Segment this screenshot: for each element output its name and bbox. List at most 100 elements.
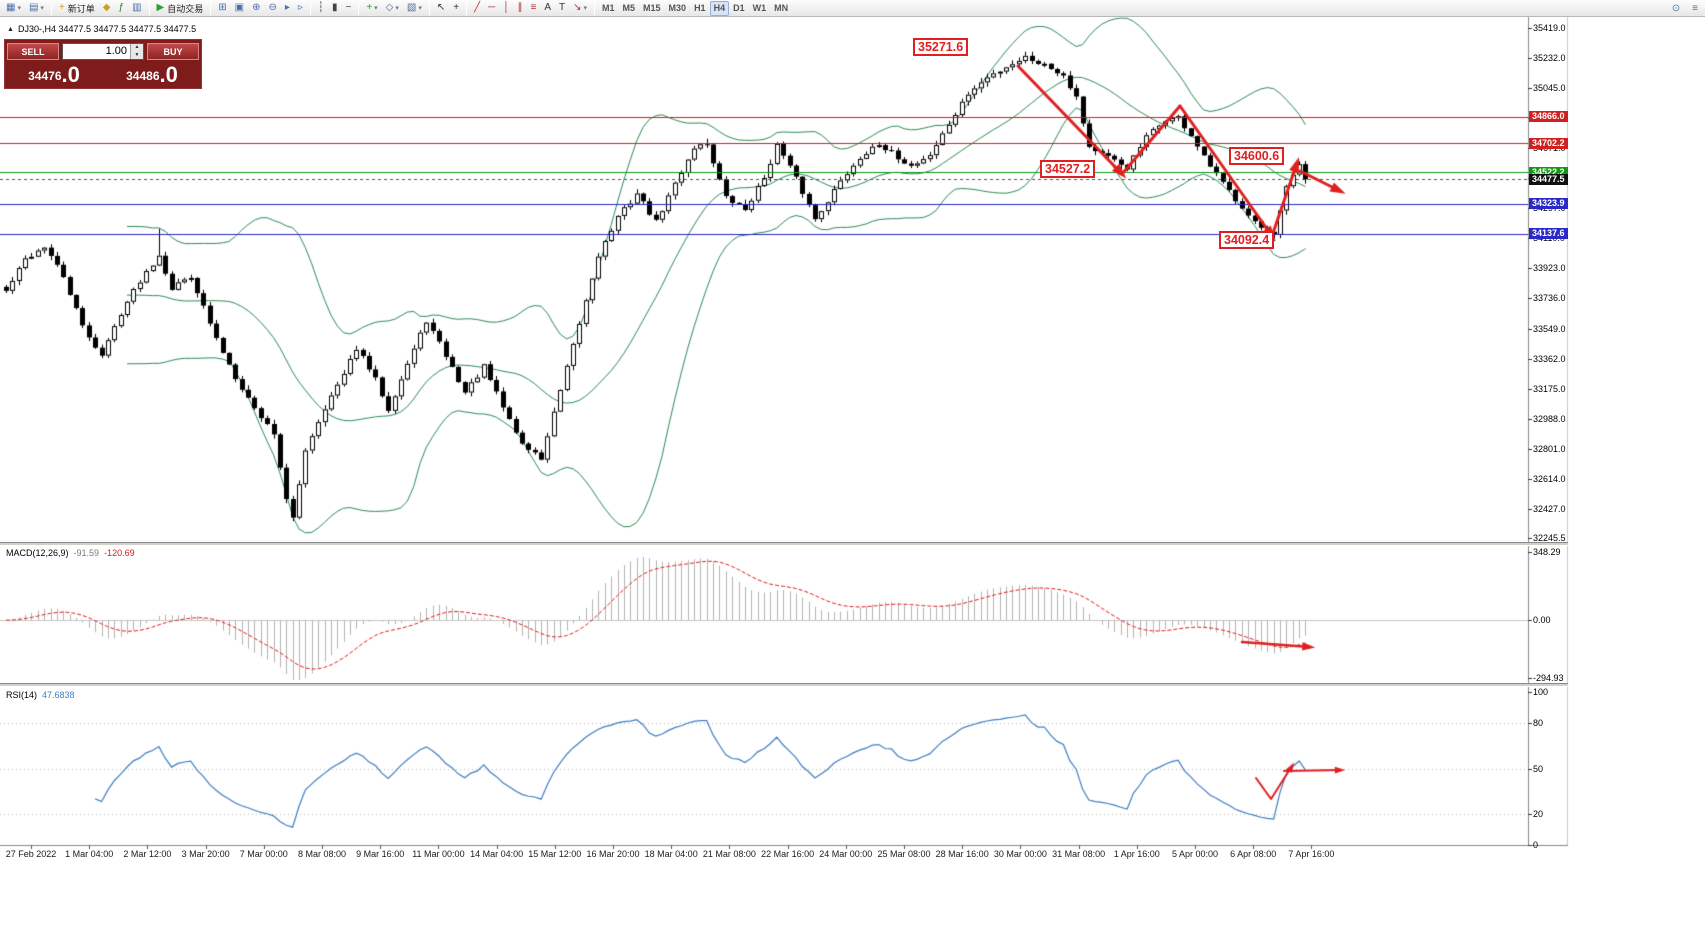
buy-price-button[interactable]: 34486.0 xyxy=(103,61,201,87)
panel-separator-macd[interactable] xyxy=(0,542,1568,546)
timeframe-m5[interactable]: M5 xyxy=(619,1,640,16)
tile-windows-icon-glyph: ⊞ xyxy=(218,2,227,13)
time-axis-label: 18 Mar 04:00 xyxy=(644,849,698,859)
price-level-label[interactable]: 34866.0 xyxy=(1529,111,1568,123)
zoom-in-icon-glyph: ⊕ xyxy=(252,2,261,13)
autotrading-button[interactable]: ▶ 自动交易 xyxy=(153,1,208,16)
periods-icon[interactable]: ◇ ▾ xyxy=(382,1,403,16)
templates-icon[interactable]: ▧ ▾ xyxy=(403,1,426,16)
zoom-out-icon-glyph: ⊖ xyxy=(268,2,277,13)
toolbar-separator xyxy=(309,1,311,15)
new-order-button[interactable]: + 新订单 xyxy=(55,1,99,16)
volume-up-icon[interactable]: ▲ xyxy=(131,44,143,52)
price-callout[interactable]: 34600.6 xyxy=(1229,147,1285,165)
timeframe-d1[interactable]: D1 xyxy=(729,1,749,16)
price-level-label[interactable]: 34522.2 xyxy=(1529,166,1568,178)
time-axis-label: 30 Mar 00:00 xyxy=(993,849,1047,859)
zoom-out-icon[interactable]: ⊖ xyxy=(264,1,280,16)
metaeditor-icon[interactable]: ◆ xyxy=(99,1,115,16)
time-axis-label: 8 Mar 08:00 xyxy=(297,849,347,859)
help-icon[interactable]: ≡ xyxy=(1688,1,1702,16)
timeframe-m15[interactable]: M15 xyxy=(639,1,665,16)
timeframe-h4[interactable]: H4 xyxy=(709,0,730,16)
channel-icon[interactable]: ∥ xyxy=(513,1,526,16)
buy-button[interactable]: BUY xyxy=(147,43,199,60)
arrows-icon[interactable]: ↘ ▾ xyxy=(569,1,591,16)
trendline-icon-glyph: ╱ xyxy=(474,2,481,13)
trendline-icon[interactable]: ╱ xyxy=(470,1,484,16)
horizontal-line-icon[interactable]: ─ xyxy=(484,1,499,16)
indicators-icon[interactable]: + ▾ xyxy=(362,1,381,16)
time-axis-label: 25 Mar 08:00 xyxy=(877,849,931,859)
price-level-label[interactable]: 34702.2 xyxy=(1529,137,1568,149)
time-axis-label: 31 Mar 08:00 xyxy=(1052,849,1106,859)
expert-advisors-icon[interactable]: ƒ xyxy=(115,1,129,16)
terminal-icon-glyph: ▥ xyxy=(132,2,142,13)
volume-input[interactable]: 1.00 xyxy=(105,45,127,57)
toolbar-right: ⊙ ≡ xyxy=(1668,1,1702,16)
last-price-label: 34477.5 xyxy=(1529,173,1568,185)
new-chart-icon[interactable]: ▦ ▾ xyxy=(2,1,25,16)
price-tick-label: 32988.0 xyxy=(1533,413,1566,424)
sell-price-button[interactable]: 34476.0 xyxy=(5,61,103,87)
rsi-axis-label: 100 xyxy=(1533,687,1549,697)
time-axis-label: 16 Mar 20:00 xyxy=(586,849,640,859)
help-icon-glyph: ≡ xyxy=(1692,2,1698,14)
terminal-icon[interactable]: ▥ xyxy=(128,1,145,16)
trade-panel-top-row: SELL 1.00 ▲ ▼ BUY xyxy=(5,40,201,61)
price-callout[interactable]: 34092.4 xyxy=(1219,231,1275,249)
search-icon[interactable]: ⊙ xyxy=(1668,1,1684,16)
time-axis-label: 11 Mar 00:00 xyxy=(412,849,465,859)
volume-stepper[interactable]: ▲ ▼ xyxy=(130,44,143,59)
profiles-icon-glyph: ▤ xyxy=(28,2,39,13)
vertical-line-icon[interactable]: │ xyxy=(499,1,513,16)
cascade-windows-icon[interactable]: ▣ xyxy=(231,1,248,16)
chevron-down-icon: ▾ xyxy=(17,5,21,12)
rsi-axis-label: 80 xyxy=(1533,717,1544,728)
rsi-value: 47.6838 xyxy=(42,690,75,700)
chevron-down-icon: ▾ xyxy=(583,5,587,12)
price-callout[interactable]: 35271.6 xyxy=(913,38,969,56)
tile-windows-icon[interactable]: ⊞ xyxy=(214,1,230,16)
candlestick-chart-icon[interactable]: ▮ xyxy=(328,1,342,16)
templates-icon-glyph: ▧ xyxy=(406,2,417,13)
price-level-label[interactable]: 34323.9 xyxy=(1529,198,1568,210)
text-icon-glyph: A xyxy=(544,2,551,13)
bar-chart-icon[interactable]: ┆ xyxy=(314,1,328,16)
timeframe-h1-label: H1 xyxy=(694,3,706,13)
line-chart-icon[interactable]: ~ xyxy=(341,1,355,16)
trade-panel-prices-row: 34476.0 34486.0 xyxy=(5,61,201,87)
macd-header: MACD(12,26,9) -91.59 -120.69 xyxy=(6,548,135,558)
zoom-in-icon[interactable]: ⊕ xyxy=(248,1,264,16)
fibonacci-icon[interactable]: ≡ xyxy=(526,1,540,16)
timeframe-mn[interactable]: MN xyxy=(770,1,792,16)
rsi-axis-label: 0 xyxy=(1533,840,1539,850)
one-click-collapse-icon[interactable]: ▲ xyxy=(7,26,14,33)
timeframe-m30[interactable]: M30 xyxy=(665,1,691,16)
chart-shift-icon[interactable]: ▹ xyxy=(294,1,307,16)
profiles-icon[interactable]: ▤ ▾ xyxy=(25,1,48,16)
timeframe-w1[interactable]: W1 xyxy=(749,1,771,16)
fibonacci-icon-glyph: ≡ xyxy=(530,2,537,13)
price-level-label[interactable]: 34137.6 xyxy=(1529,228,1568,240)
chart-shift-icon-glyph: ▹ xyxy=(297,2,303,13)
sell-button[interactable]: SELL xyxy=(7,43,59,60)
text-icon[interactable]: A xyxy=(540,1,555,16)
auto-scroll-icon[interactable]: ▸ xyxy=(281,1,294,16)
time-axis-label: 24 Mar 00:00 xyxy=(819,849,873,859)
time-axis-label: 1 Apr 16:00 xyxy=(1113,849,1160,859)
volume-down-icon[interactable]: ▼ xyxy=(131,51,143,59)
toolbar-separator xyxy=(210,1,212,15)
new-chart-icon-glyph: ▦ xyxy=(6,2,16,13)
rsi-header: RSI(14) 47.6838 xyxy=(6,690,75,700)
panel-separator-rsi[interactable] xyxy=(0,683,1568,687)
rsi-axis-label: 20 xyxy=(1533,809,1544,820)
crosshair-icon[interactable]: + xyxy=(449,1,463,16)
timeframe-m15-label: M15 xyxy=(643,3,661,13)
cursor-icon[interactable]: ↖ xyxy=(433,1,449,16)
text-label-icon[interactable]: T xyxy=(555,1,569,16)
price-callout[interactable]: 34527.2 xyxy=(1040,160,1096,178)
timeframe-m1[interactable]: M1 xyxy=(598,1,619,16)
timeframe-h1[interactable]: H1 xyxy=(690,1,710,16)
